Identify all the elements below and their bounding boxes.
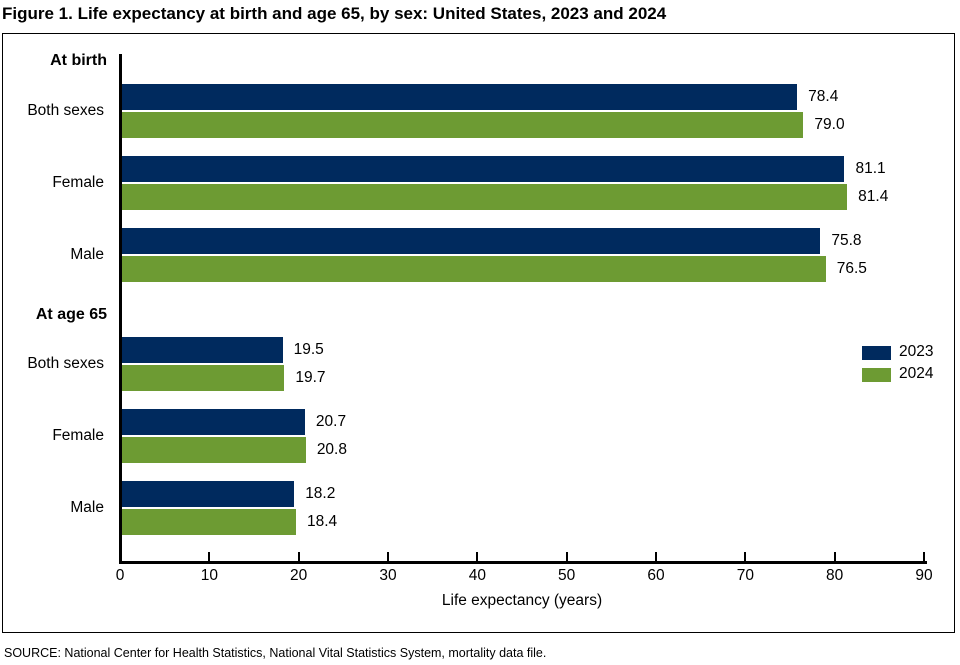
x-tick-label-40: 40 — [468, 567, 486, 584]
x-tick-label-60: 60 — [647, 567, 665, 584]
x-tick-20 — [297, 552, 300, 561]
value-label-2024-at-age-65-female: 20.8 — [316, 441, 347, 458]
x-tick-label-10: 10 — [200, 567, 218, 584]
y-axis-line — [119, 54, 122, 564]
bar-2023-at-age-65-female — [122, 409, 305, 435]
row-label-at-birth-both-sexes: Both sexes — [27, 102, 104, 119]
bar-2024-at-birth-male — [122, 256, 826, 282]
figure-title: Figure 1. Life expectancy at birth and a… — [2, 4, 667, 23]
x-tick-60 — [655, 552, 657, 561]
legend-label-2024: 2024 — [899, 365, 934, 382]
bar-2023-at-birth-male — [122, 228, 821, 254]
value-label-2023-at-birth-both-sexes: 78.4 — [808, 88, 839, 105]
value-label-2024-at-birth-female: 81.4 — [858, 188, 889, 205]
x-tick-label-0: 0 — [115, 567, 125, 584]
x-tick-label-90: 90 — [915, 567, 933, 584]
value-label-2024-at-age-65-male: 18.4 — [306, 513, 338, 530]
source-note: SOURCE: National Center for Health Stati… — [4, 646, 547, 660]
bar-2023-at-birth-female — [122, 156, 845, 182]
value-label-2024-at-birth-male: 76.5 — [836, 260, 867, 277]
x-axis-line — [119, 561, 927, 564]
bar-2024-at-birth-both-sexes — [122, 112, 804, 138]
x-tick-label-80: 80 — [826, 567, 844, 584]
row-label-at-birth-female: Female — [52, 174, 104, 191]
bar-2024-at-age-65-both-sexes — [122, 365, 285, 391]
bar-2023-at-age-65-both-sexes — [122, 337, 283, 363]
bar-2023-at-age-65-male — [122, 481, 295, 507]
row-label-at-age-65-female: Female — [52, 427, 104, 444]
row-label-at-age-65-both-sexes: Both sexes — [27, 355, 104, 372]
x-axis-title: Life expectancy (years) — [441, 592, 603, 609]
section-label-at-birth: At birth — [50, 52, 107, 69]
bar-2024-at-age-65-male — [122, 509, 296, 535]
x-tick-label-50: 50 — [558, 567, 576, 584]
x-tick-50 — [565, 552, 568, 561]
x-tick-70 — [744, 552, 747, 561]
row-label-at-birth-male: Male — [70, 246, 104, 263]
x-tick-80 — [833, 552, 836, 561]
x-tick-0 — [119, 552, 121, 561]
x-tick-40 — [476, 552, 479, 561]
legend-swatch-2023 — [862, 346, 891, 360]
x-tick-30 — [387, 552, 389, 561]
x-tick-10 — [208, 552, 211, 561]
value-label-2024-at-age-65-both-sexes: 19.7 — [295, 369, 326, 386]
value-label-2023-at-age-65-female: 20.7 — [315, 413, 347, 430]
bar-2024-at-age-65-female — [122, 437, 306, 463]
row-label-at-age-65-male: Male — [70, 499, 104, 516]
value-label-2023-at-age-65-male: 18.2 — [305, 485, 336, 502]
section-label-at-age-65: At age 65 — [35, 306, 107, 323]
value-label-2023-at-birth-female: 81.1 — [855, 160, 886, 177]
bar-2023-at-birth-both-sexes — [122, 84, 798, 110]
x-tick-label-70: 70 — [736, 567, 754, 584]
value-label-2023-at-birth-male: 75.8 — [831, 232, 862, 249]
value-label-2024-at-birth-both-sexes: 79.0 — [814, 116, 845, 133]
legend-label-2023: 2023 — [899, 343, 934, 360]
value-label-2023-at-age-65-both-sexes: 19.5 — [293, 341, 324, 358]
legend-swatch-2024 — [862, 368, 891, 382]
bar-2024-at-birth-female — [122, 184, 848, 210]
x-tick-label-20: 20 — [290, 567, 308, 584]
x-tick-90 — [923, 552, 925, 561]
x-tick-label-30: 30 — [379, 567, 397, 584]
